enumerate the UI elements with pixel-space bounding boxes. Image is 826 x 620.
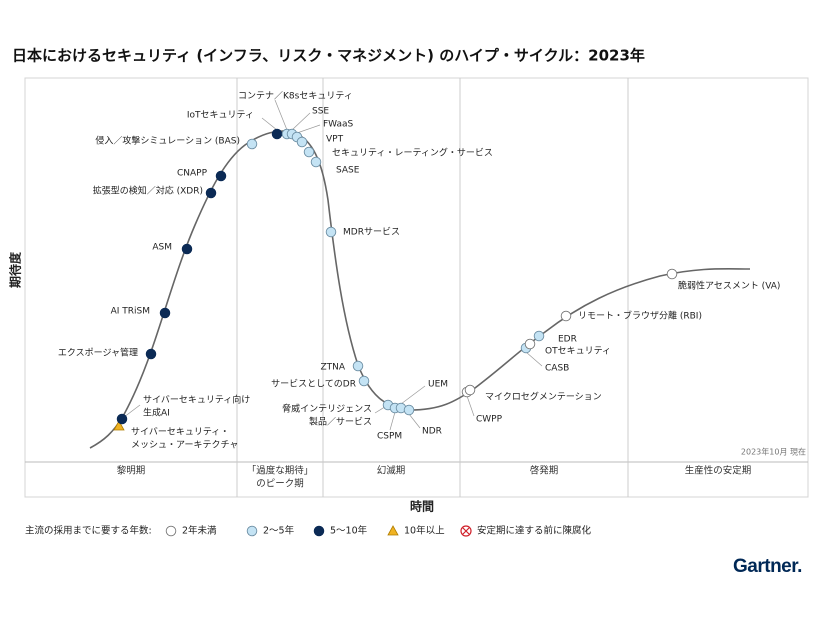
node-marker	[296, 136, 308, 148]
node-marker	[352, 360, 364, 372]
node-label: リモート・ブラウザ分離 (RBI)	[578, 310, 702, 322]
node-label: 脅威インテリジェンス	[282, 403, 372, 415]
node-label: EDR	[558, 335, 577, 345]
node-label: マイクロセグメンテーション	[485, 391, 602, 403]
node-label: AI TRiSM	[111, 307, 150, 317]
legend-label: 2～5年	[263, 525, 295, 537]
frame	[24, 77, 809, 498]
node-label: 製品／サービス	[309, 416, 372, 428]
node-label: 脆弱性アセスメント (VA)	[678, 280, 780, 292]
date-note: 2023年10月 現在	[741, 447, 806, 457]
legend-label: 安定期に達する前に陳腐化	[477, 525, 592, 537]
phase-label: 黎明期	[117, 465, 146, 477]
node-label: SSE	[312, 107, 329, 117]
node-marker	[145, 348, 157, 360]
node-marker	[181, 243, 193, 255]
node-label: UEM	[428, 380, 448, 390]
node-marker	[560, 310, 572, 322]
phase-label: 幻滅期	[377, 465, 406, 477]
node-label: CASB	[545, 364, 569, 374]
node-label: CWPP	[476, 415, 503, 425]
node-label: 侵入／攻撃シミュレーション (BAS)	[95, 135, 240, 147]
legend-marker	[387, 525, 399, 536]
node-label: メッシュ・アーキテクチャ	[131, 440, 238, 451]
node-label: サービスとしてのDR	[271, 379, 356, 390]
legend-marker-x	[462, 527, 470, 535]
node-marker	[325, 226, 337, 238]
node-label: ASM	[152, 243, 172, 253]
node-label: サイバーセキュリティ・	[131, 427, 229, 438]
node-label: MDRサービス	[343, 227, 400, 238]
node-label: 拡張型の検知／対応 (XDR)	[93, 185, 203, 197]
phase-dividers	[236, 78, 629, 497]
legend-title: 主流の採用までに要する年数:	[25, 525, 152, 537]
node-label: SASE	[336, 166, 360, 176]
node-marker	[310, 156, 322, 168]
legend-marker	[165, 525, 177, 537]
node-label: FWaaS	[323, 120, 354, 130]
node-marker	[113, 420, 125, 431]
node-marker	[358, 375, 370, 387]
legend-label: 10年以上	[404, 525, 445, 537]
node-marker	[215, 170, 227, 182]
logo: Gartner.	[733, 556, 802, 577]
node-label: ZTNA	[320, 363, 345, 373]
node-label: セキュリティ・レーティング・サービス	[332, 147, 493, 159]
node-marker	[303, 146, 315, 158]
node-label: IoTセキュリティ	[187, 110, 254, 121]
node-marker	[271, 128, 283, 140]
node-marker	[533, 330, 545, 342]
legend-marker	[246, 525, 258, 537]
legend-label: 5～10年	[330, 525, 368, 537]
node-label: CSPM	[377, 432, 402, 442]
node-label: コンテナ／K8sセキュリティ	[238, 91, 353, 102]
node-marker	[205, 187, 217, 199]
node-label: NDR	[422, 427, 442, 437]
node-label: VPT	[326, 135, 344, 145]
node-marker	[246, 138, 258, 150]
phase-label: 生産性の安定期	[685, 465, 752, 477]
phase-label: 啓発期	[530, 465, 559, 477]
node-marker	[524, 338, 536, 350]
hype-curve	[89, 130, 751, 449]
title: 日本におけるセキュリティ (インフラ、リスク・マネジメント) のハイプ・サイクル…	[12, 47, 645, 65]
node-label: エクスポージャ管理	[58, 347, 138, 359]
x-axis-label: 時間	[410, 499, 434, 514]
phase-label: のピーク期	[256, 479, 304, 490]
node-marker	[666, 268, 678, 280]
node-marker	[403, 404, 415, 416]
node-label: サイバーセキュリティ向け	[143, 394, 250, 406]
node-marker	[464, 384, 476, 396]
node-label: 生成AI	[143, 407, 170, 419]
node-label: CNAPP	[177, 169, 208, 179]
y-axis-label: 期待度	[8, 251, 23, 288]
phase-label: 「過度な期待」	[247, 465, 314, 477]
node-marker	[159, 307, 171, 319]
legend-marker	[313, 525, 325, 537]
legend-label: 2年未満	[182, 525, 217, 537]
node-label: OTセキュリティ	[545, 346, 611, 357]
node-marker	[116, 413, 128, 425]
